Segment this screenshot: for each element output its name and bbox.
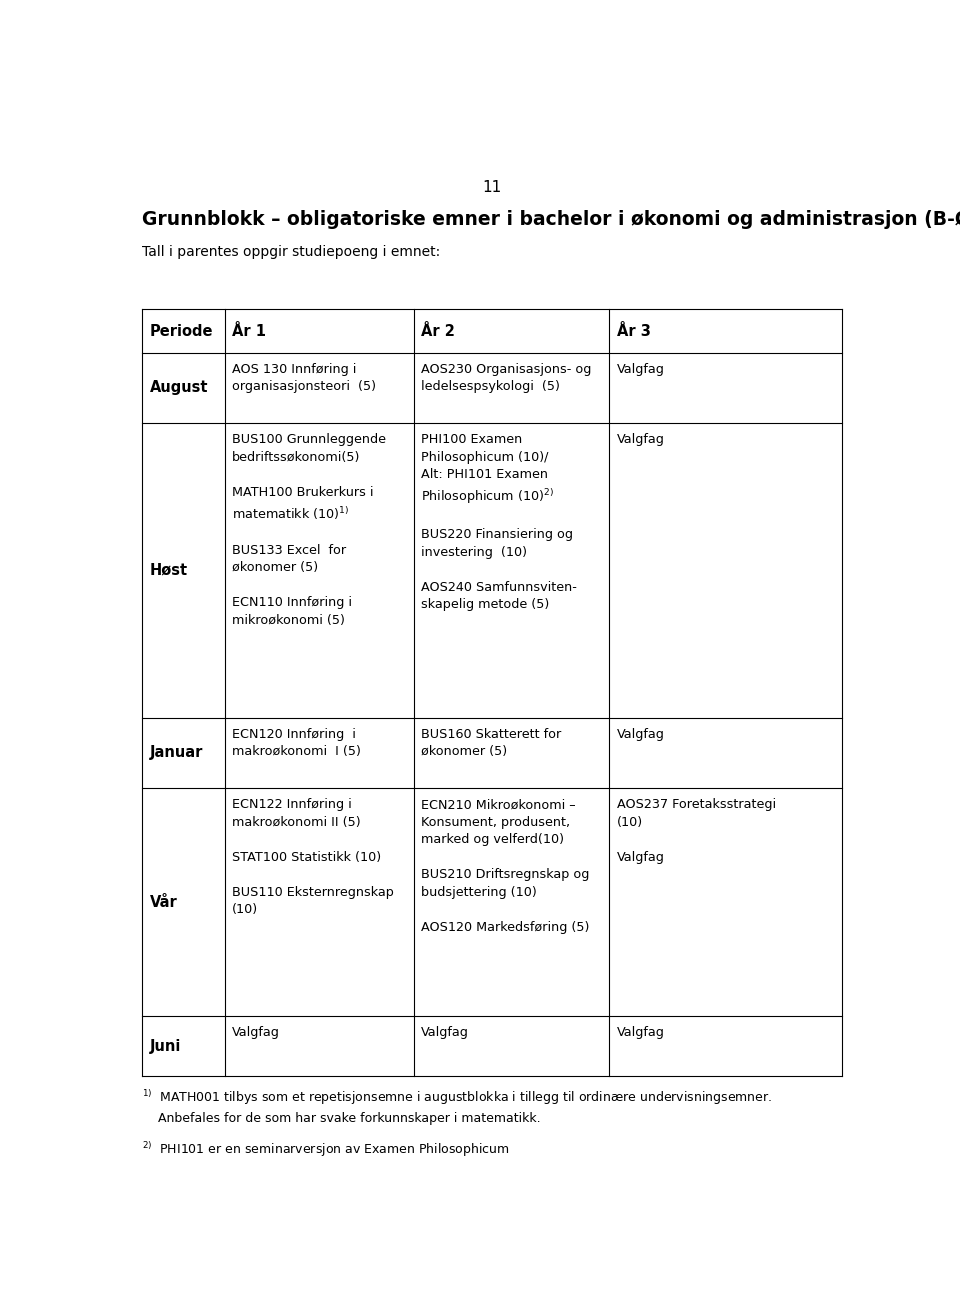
Text: AOS237 Foretaksstrategi
(10)

Valgfag: AOS237 Foretaksstrategi (10) Valgfag xyxy=(617,798,776,864)
Text: AOS230 Organisasjons- og
ledelsespsykologi  (5): AOS230 Organisasjons- og ledelsespsykolo… xyxy=(421,362,591,393)
Text: Juni: Juni xyxy=(150,1038,181,1054)
Text: År 1: År 1 xyxy=(232,323,266,339)
Text: BUS160 Skatterett for
økonomer (5): BUS160 Skatterett for økonomer (5) xyxy=(421,728,562,758)
Text: Vår: Vår xyxy=(150,895,178,910)
Text: 11: 11 xyxy=(482,180,502,195)
Text: Periode: Periode xyxy=(150,323,213,339)
Text: AOS 130 Innføring i
organisasjonsteori  (5): AOS 130 Innføring i organisasjonsteori (… xyxy=(232,362,376,393)
Text: $^{1)}$  MATH001 tilbys som et repetisjonsemne i augustblokka i tillegg til ordi: $^{1)}$ MATH001 tilbys som et repetisjon… xyxy=(142,1087,773,1125)
Text: August: August xyxy=(150,380,208,396)
Text: ECN120 Innføring  i
makroøkonomi  I (5): ECN120 Innføring i makroøkonomi I (5) xyxy=(232,728,361,758)
Text: PHI100 Examen
Philosophicum (10)/
Alt: PHI101 Examen
Philosophicum (10)$^{2)}$

: PHI100 Examen Philosophicum (10)/ Alt: P… xyxy=(421,433,577,612)
Text: Valgfag: Valgfag xyxy=(617,433,665,446)
Text: Valgfag: Valgfag xyxy=(232,1027,280,1040)
Text: ECN210 Mikroøkonomi –
Konsument, produsent,
marked og velferd(10)

BUS210 Drifts: ECN210 Mikroøkonomi – Konsument, produse… xyxy=(421,798,589,934)
Text: BUS100 Grunnleggende
bedriftssøkonomi(5)

MATH100 Brukerkurs i
matematikk (10)$^: BUS100 Grunnleggende bedriftssøkonomi(5)… xyxy=(232,433,386,627)
Text: $^{2)}$  PHI101 er en seminarversjon av Examen Philosophicum: $^{2)}$ PHI101 er en seminarversjon av E… xyxy=(142,1140,510,1159)
Text: År 2: År 2 xyxy=(421,323,455,339)
Text: Valgfag: Valgfag xyxy=(617,728,665,741)
Text: Høst: Høst xyxy=(150,562,188,578)
Text: Grunnblokk – obligatoriske emner i bachelor i økonomi og administrasjon (B-ØA): Grunnblokk – obligatoriske emner i bache… xyxy=(142,209,960,229)
Text: Valgfag: Valgfag xyxy=(421,1027,469,1040)
Text: Januar: Januar xyxy=(150,746,204,760)
Text: ECN122 Innføring i
makroøkonomi II (5)

STAT100 Statistikk (10)

BUS110 Eksternr: ECN122 Innføring i makroøkonomi II (5) S… xyxy=(232,798,395,917)
Text: År 3: År 3 xyxy=(617,323,651,339)
Text: Valgfag: Valgfag xyxy=(617,1027,665,1040)
Text: Valgfag: Valgfag xyxy=(617,362,665,375)
Text: Tall i parentes oppgir studiepoeng i emnet:: Tall i parentes oppgir studiepoeng i emn… xyxy=(142,244,441,259)
